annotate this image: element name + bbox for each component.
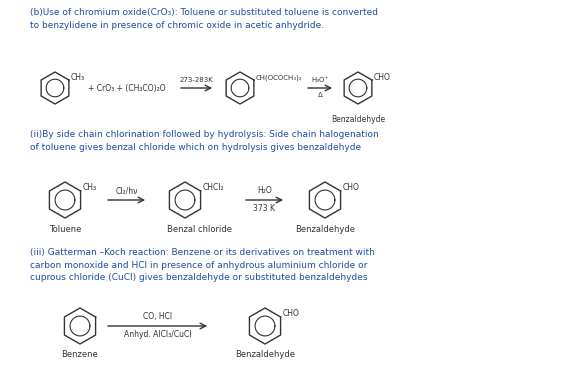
Text: + CrO₃ + (CH₃CO)₂O: + CrO₃ + (CH₃CO)₂O [88, 84, 166, 92]
Text: CHO: CHO [283, 309, 300, 318]
Text: Benzene: Benzene [61, 350, 98, 359]
Text: (ii)By side chain chlorination followed by hydrolysis: Side chain halogenation
o: (ii)By side chain chlorination followed … [30, 130, 379, 152]
Text: CHCl₂: CHCl₂ [203, 184, 225, 192]
Text: 273-283K: 273-283K [180, 77, 213, 83]
Text: Δ: Δ [318, 92, 323, 98]
Text: Benzaldehyde: Benzaldehyde [331, 115, 385, 124]
Text: (iii) Gatterman –Koch reaction: Benzene or its derivatives on treatment with
car: (iii) Gatterman –Koch reaction: Benzene … [30, 248, 375, 282]
Text: CH₃: CH₃ [71, 74, 85, 82]
Text: CH₃: CH₃ [83, 184, 97, 192]
Text: CHO: CHO [374, 74, 391, 82]
Text: H₂O: H₂O [257, 186, 272, 195]
Text: CHO: CHO [343, 184, 360, 192]
Text: (b)Use of chromium oxide(CrO₃): Toluene or substituted toluene is converted
to b: (b)Use of chromium oxide(CrO₃): Toluene … [30, 8, 378, 29]
Text: Toluene: Toluene [49, 225, 81, 234]
Text: Anhyd. AlCl₃/CuCl: Anhyd. AlCl₃/CuCl [123, 330, 191, 339]
Text: Benzaldehyde: Benzaldehyde [235, 350, 295, 359]
Text: CH(OCOCH₃)₂: CH(OCOCH₃)₂ [256, 75, 303, 81]
Text: Benzaldehyde: Benzaldehyde [295, 225, 355, 234]
Text: 373 K: 373 K [254, 204, 275, 213]
Text: Cl₂/hν: Cl₂/hν [116, 186, 138, 195]
Text: Benzal chloride: Benzal chloride [167, 225, 233, 234]
Text: CO, HCl: CO, HCl [143, 312, 172, 321]
Text: H₃O⁺: H₃O⁺ [311, 77, 328, 83]
